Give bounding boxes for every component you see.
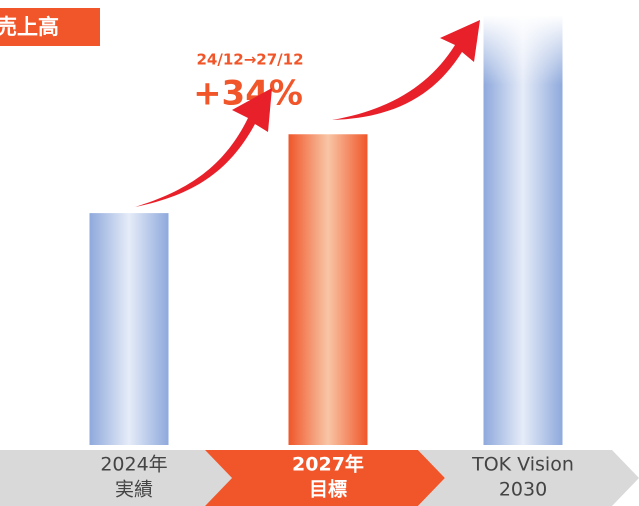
x-tick-label: 2030: [499, 479, 547, 501]
x-tick-label: 2027年: [292, 453, 364, 476]
x-tick-label: 目標: [309, 478, 347, 501]
category-band: [0, 450, 639, 506]
chevron: [418, 450, 639, 506]
bar-fade: [482, 15, 564, 85]
title-box: [0, 8, 100, 46]
bar: [89, 213, 169, 445]
arrow: [332, 20, 480, 120]
bar: [483, 16, 563, 445]
annotation: 24/12→27/12: [196, 51, 303, 69]
chart-title: 売上高: [0, 15, 59, 39]
x-tick-label: 実績: [115, 479, 153, 501]
chevron: [0, 450, 232, 506]
arrow: [135, 88, 272, 207]
bar: [288, 134, 368, 445]
x-tick-label: 2024年: [100, 454, 167, 476]
chevron: [205, 450, 445, 506]
x-tick-label: TOK Vision: [471, 454, 574, 476]
